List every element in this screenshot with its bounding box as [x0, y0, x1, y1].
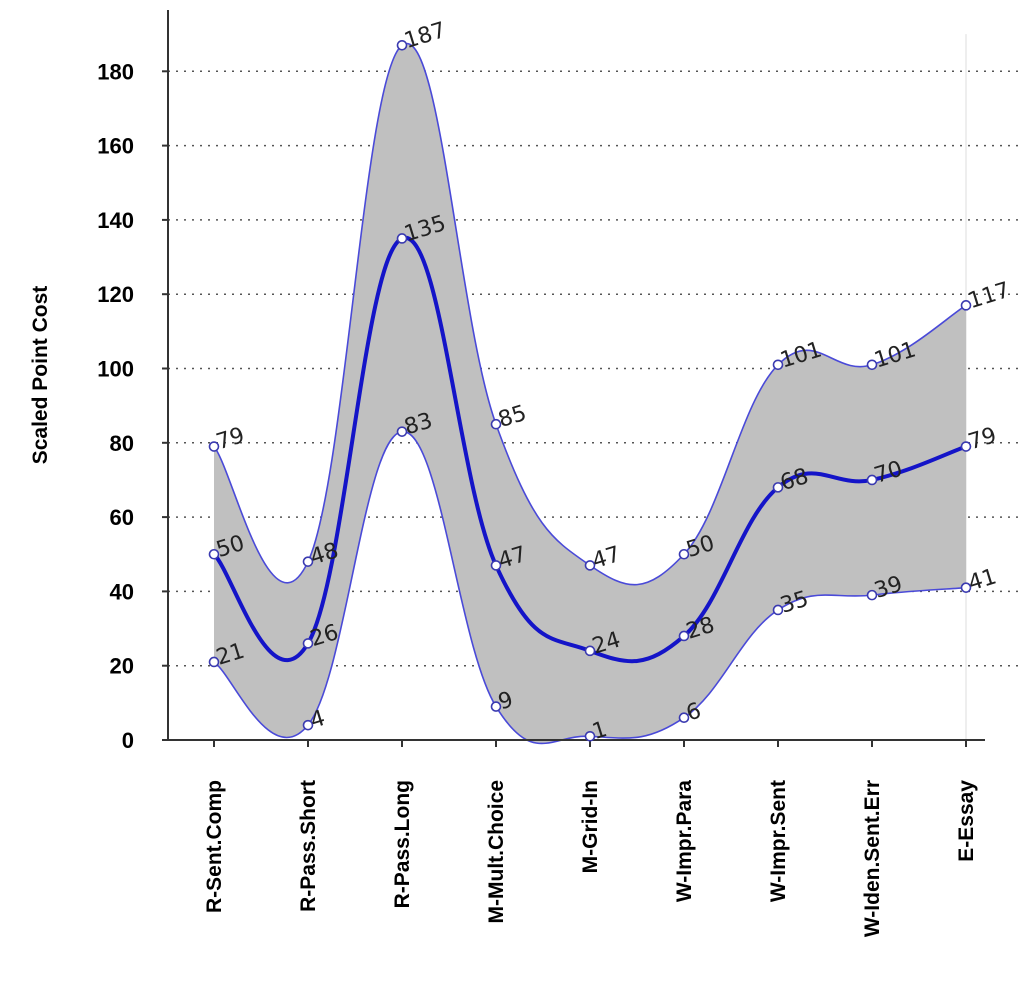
data-label-upper: 187	[401, 18, 448, 54]
data-point-lower	[772, 604, 784, 616]
data-point-upper	[678, 548, 690, 560]
data-point-mean	[584, 645, 596, 657]
data-label-lower: 4	[307, 706, 328, 734]
data-label-lower: 41	[965, 564, 999, 596]
data-point-upper	[584, 560, 596, 571]
data-point-mean	[208, 548, 220, 560]
data-point-lower	[678, 712, 690, 724]
data-point-lower	[960, 582, 972, 593]
data-point-mean	[490, 560, 502, 571]
data-label-lower: 6	[683, 698, 704, 726]
data-point-upper	[490, 418, 502, 430]
data-point-lower	[490, 701, 502, 712]
data-point-upper	[396, 39, 408, 51]
mean-line	[212, 236, 967, 664]
data-point-mean	[302, 638, 314, 649]
data-point-lower	[584, 730, 596, 742]
x-tick-label: R-Pass.Short	[297, 780, 320, 912]
y-tick-label: 100	[97, 357, 134, 382]
data-point-mean	[678, 630, 690, 642]
data-label-upper: 47	[589, 542, 623, 574]
axes	[162, 10, 985, 747]
y-tick-label: 140	[97, 208, 134, 233]
y-tick-label: 120	[97, 282, 134, 307]
y-tick-label: 180	[97, 59, 134, 84]
y-tick-label: 60	[110, 505, 134, 530]
data-point-upper	[772, 359, 784, 371]
y-tick-label: 160	[97, 134, 134, 159]
x-tick-label: W-Iden.Sent.Err	[861, 780, 884, 937]
range-band	[214, 43, 966, 744]
data-point-mean	[396, 233, 408, 244]
data-point-mean	[772, 482, 784, 493]
data-point-lower	[396, 426, 408, 437]
x-tick-label: R-Pass.Long	[391, 780, 414, 908]
data-point-upper	[960, 300, 972, 311]
data-label-upper: 85	[495, 401, 529, 433]
x-tick-labels: R-Sent.Comp R-Pass.Short R-Pass.Long M-Mult…	[203, 780, 978, 937]
data-label-upper: 117	[965, 278, 1012, 314]
data-point-lower	[208, 656, 220, 668]
x-tick-label: W-Impr.Sent	[767, 780, 790, 902]
data-label-lower: 9	[495, 687, 516, 715]
data-markers	[208, 39, 972, 742]
data-point-lower	[302, 719, 314, 731]
data-point-mean	[866, 474, 878, 486]
y-tick-label: 0	[122, 728, 134, 753]
x-tick-label: E-Essay	[955, 780, 978, 862]
y-axis-label: Scaled Point Cost	[29, 286, 52, 465]
y-tick-label: 40	[110, 579, 134, 604]
x-tick-label: M-Grid-In	[579, 780, 602, 873]
y-tick-label: 80	[110, 431, 134, 456]
y-tick-label: 20	[110, 654, 134, 679]
x-tick-label: W-Impr.Para	[673, 780, 696, 902]
data-point-mean	[960, 441, 972, 452]
y-tick-labels: 0 20 40 60 80 100 120 140 160 180	[97, 59, 134, 753]
data-point-upper	[208, 441, 220, 452]
data-point-upper	[302, 556, 314, 567]
data-label-lower: 1	[589, 717, 610, 745]
data-label-upper: 79	[213, 423, 247, 455]
x-tick-label: R-Sent.Comp	[203, 780, 226, 913]
data-point-upper	[866, 359, 878, 371]
x-tick-label: M-Mult.Choice	[485, 780, 508, 923]
data-label-mean: 79	[965, 423, 999, 455]
upper-edge-line	[213, 42, 967, 586]
data-point-lower	[866, 589, 878, 601]
